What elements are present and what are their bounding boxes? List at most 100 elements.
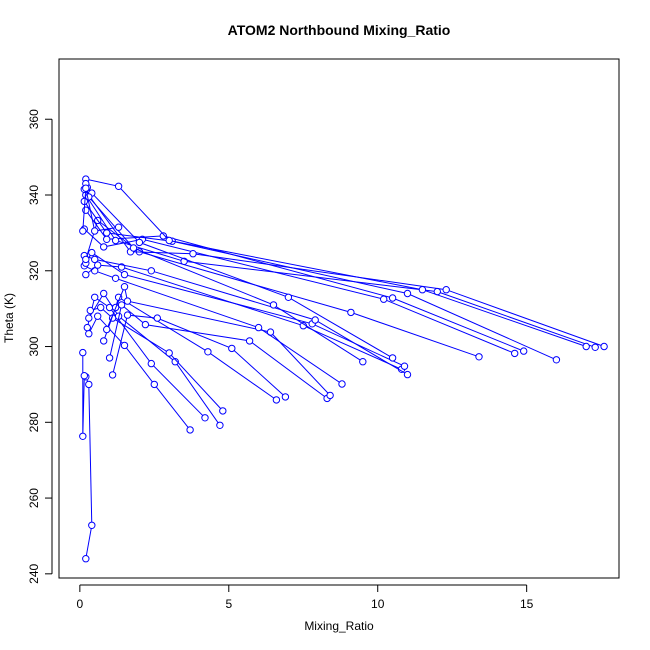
data-point xyxy=(79,432,87,440)
data-point xyxy=(153,314,162,322)
data-point xyxy=(400,362,409,370)
data-point xyxy=(204,348,212,356)
data-point xyxy=(82,184,90,192)
data-point xyxy=(284,293,293,301)
data-point xyxy=(114,182,123,191)
data-point xyxy=(403,370,412,379)
data-point xyxy=(103,235,111,244)
data-point xyxy=(91,227,99,235)
data-point xyxy=(228,344,236,353)
data-point xyxy=(326,391,334,400)
data-point xyxy=(103,229,111,237)
data-point xyxy=(165,236,173,245)
series-line xyxy=(82,188,119,232)
data-point xyxy=(88,248,96,257)
x-axis-label: Mixing_Ratio xyxy=(304,619,374,633)
series-line xyxy=(106,285,331,396)
data-point xyxy=(123,311,132,319)
data-point xyxy=(120,270,129,279)
data-point xyxy=(147,267,156,275)
series-12 xyxy=(82,248,409,370)
data-point xyxy=(100,337,108,345)
data-point xyxy=(186,426,194,434)
data-point xyxy=(97,303,105,312)
data-point xyxy=(582,342,590,351)
series-9 xyxy=(103,283,334,400)
data-point xyxy=(150,380,159,389)
data-point xyxy=(418,286,427,294)
data-point xyxy=(552,356,561,364)
data-point xyxy=(189,250,197,258)
data-point xyxy=(85,193,93,201)
series-1 xyxy=(79,348,96,563)
data-point xyxy=(135,238,144,247)
data-point xyxy=(117,301,126,309)
data-point xyxy=(105,354,114,362)
data-point xyxy=(82,270,90,279)
data-point xyxy=(219,407,227,415)
data-point xyxy=(129,244,138,252)
data-point xyxy=(79,348,87,357)
data-point xyxy=(511,349,519,358)
data-point xyxy=(201,414,209,422)
data-point xyxy=(216,421,224,429)
data-point xyxy=(85,314,93,322)
series-21 xyxy=(83,183,397,362)
x-axis: 0 5 10 15 xyxy=(77,584,534,611)
data-point xyxy=(254,323,263,332)
series-2 xyxy=(85,312,194,434)
data-point xyxy=(359,358,367,366)
y-axis-label: Theta (K) xyxy=(2,293,16,343)
data-point xyxy=(388,294,397,302)
y-tick-label: 240 xyxy=(27,564,41,584)
y-tick-label: 260 xyxy=(27,488,41,508)
series-3 xyxy=(83,293,209,422)
data-point xyxy=(159,232,168,240)
series-7 xyxy=(108,311,290,401)
series-8 xyxy=(105,301,331,403)
series-23 xyxy=(79,184,123,235)
x-tick-label: 5 xyxy=(225,597,232,611)
chart-title: ATOM2 Northbound Mixing_Ratio xyxy=(228,22,451,38)
data-point xyxy=(85,330,93,338)
data-point xyxy=(123,297,132,305)
data-point xyxy=(108,371,117,379)
data-point xyxy=(520,347,528,355)
data-point xyxy=(103,325,111,334)
data-point xyxy=(600,342,608,351)
y-tick-label: 320 xyxy=(27,260,41,280)
y-tick-label: 360 xyxy=(27,109,41,129)
data-point xyxy=(80,372,89,380)
data-point xyxy=(82,555,90,563)
series-line xyxy=(86,187,393,359)
data-point xyxy=(147,359,156,368)
data-point xyxy=(338,380,346,388)
series-20 xyxy=(82,175,590,351)
data-point xyxy=(269,301,278,309)
data-point xyxy=(311,316,319,324)
series-10 xyxy=(80,262,346,388)
data-point xyxy=(120,283,129,291)
series-11 xyxy=(82,261,406,373)
data-point xyxy=(475,353,483,361)
y-tick-label: 280 xyxy=(27,412,41,432)
x-tick-label: 15 xyxy=(520,597,534,611)
data-point xyxy=(94,312,102,320)
series-line xyxy=(85,178,587,347)
data-point xyxy=(111,236,120,245)
data-point xyxy=(111,274,120,282)
data-point xyxy=(82,255,90,264)
data-point xyxy=(120,341,129,350)
y-tick-label: 340 xyxy=(27,185,41,205)
data-point xyxy=(86,306,95,315)
data-point xyxy=(403,289,412,298)
series-5 xyxy=(86,303,227,415)
data-point xyxy=(85,380,93,389)
series-line xyxy=(86,296,206,419)
data-point xyxy=(281,393,290,401)
series-19 xyxy=(80,185,608,351)
data-point xyxy=(88,521,96,529)
data-point xyxy=(591,343,599,351)
data-point xyxy=(272,396,281,404)
